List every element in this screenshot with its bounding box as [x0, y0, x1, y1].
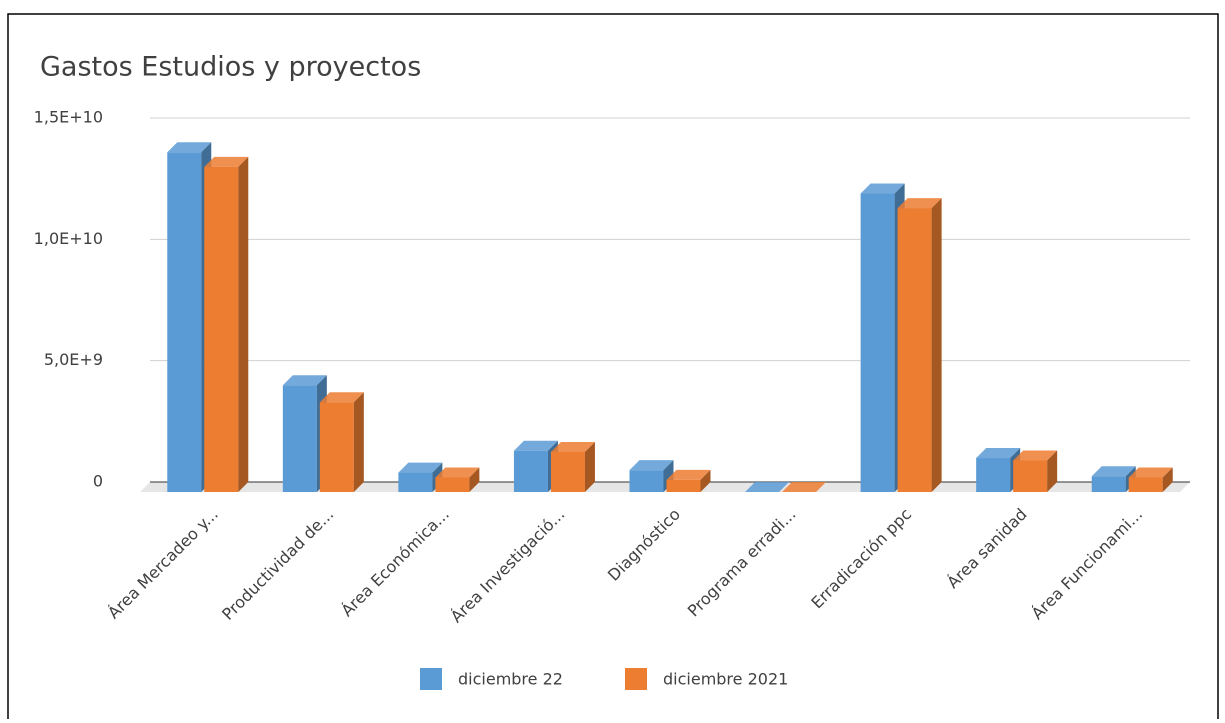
bar: [398, 472, 433, 492]
bar-3d: [167, 142, 212, 492]
y-tick-label: 0: [93, 472, 103, 491]
bar: [513, 450, 548, 492]
bar-top: [513, 440, 558, 451]
bar-3d: [745, 482, 790, 492]
legend-swatch: [420, 668, 442, 690]
bar: [976, 458, 1011, 492]
bar: [550, 451, 585, 492]
legend-label: diciembre 2021: [663, 670, 788, 689]
bar: [666, 479, 701, 492]
bar: [319, 402, 354, 492]
bar-3d: [204, 156, 249, 492]
bar-top: [435, 467, 480, 478]
bar-side: [931, 198, 942, 492]
bar-top: [666, 469, 711, 480]
bar-top: [860, 183, 905, 194]
bar-top: [782, 482, 827, 492]
bar-top: [282, 375, 327, 386]
bar-top: [204, 156, 249, 167]
bar-3d: [666, 469, 711, 492]
bar-3d: [319, 392, 364, 492]
bar-top: [1128, 467, 1173, 478]
bar-3d: [1128, 467, 1173, 492]
bar-3d: [550, 441, 595, 492]
bar-top: [897, 198, 942, 209]
bar-top: [550, 441, 595, 452]
bar-side: [353, 392, 364, 492]
bar-3d: [398, 462, 443, 492]
bar: [167, 152, 202, 492]
bar: [1091, 476, 1126, 492]
bar: [282, 385, 317, 492]
bar-3d: [897, 198, 942, 492]
bar-top: [167, 142, 212, 153]
bar: [1128, 477, 1163, 492]
bar-top: [1013, 450, 1058, 461]
bar: [435, 477, 470, 492]
bar-top: [976, 448, 1021, 459]
bar-3d: [1013, 450, 1058, 492]
bar: [204, 166, 239, 492]
bar-top: [398, 462, 443, 473]
bar: [629, 470, 664, 492]
bar-side: [469, 467, 480, 492]
bar: [1013, 460, 1048, 492]
bar-3d: [782, 482, 827, 492]
y-tick-label: 1,0E+10: [34, 229, 103, 248]
y-tick-label: 5,0E+9: [44, 350, 103, 369]
bar-side: [238, 156, 249, 492]
bar-top: [745, 482, 790, 492]
y-tick-label: 1,5E+10: [34, 108, 103, 127]
chart-title: Gastos Estudios y proyectos: [40, 52, 421, 83]
legend-label: diciembre 22: [458, 670, 563, 689]
bar: [897, 208, 932, 492]
bar-top: [319, 392, 364, 403]
bar-top: [1091, 466, 1136, 477]
bar-side: [1047, 450, 1058, 492]
bar-side: [1162, 467, 1173, 492]
bar: [860, 193, 895, 492]
legend-swatch: [625, 668, 647, 690]
bar-top: [629, 460, 674, 471]
bar-side: [584, 441, 595, 492]
bar-side: [700, 469, 711, 492]
bar-3d: [435, 467, 480, 492]
